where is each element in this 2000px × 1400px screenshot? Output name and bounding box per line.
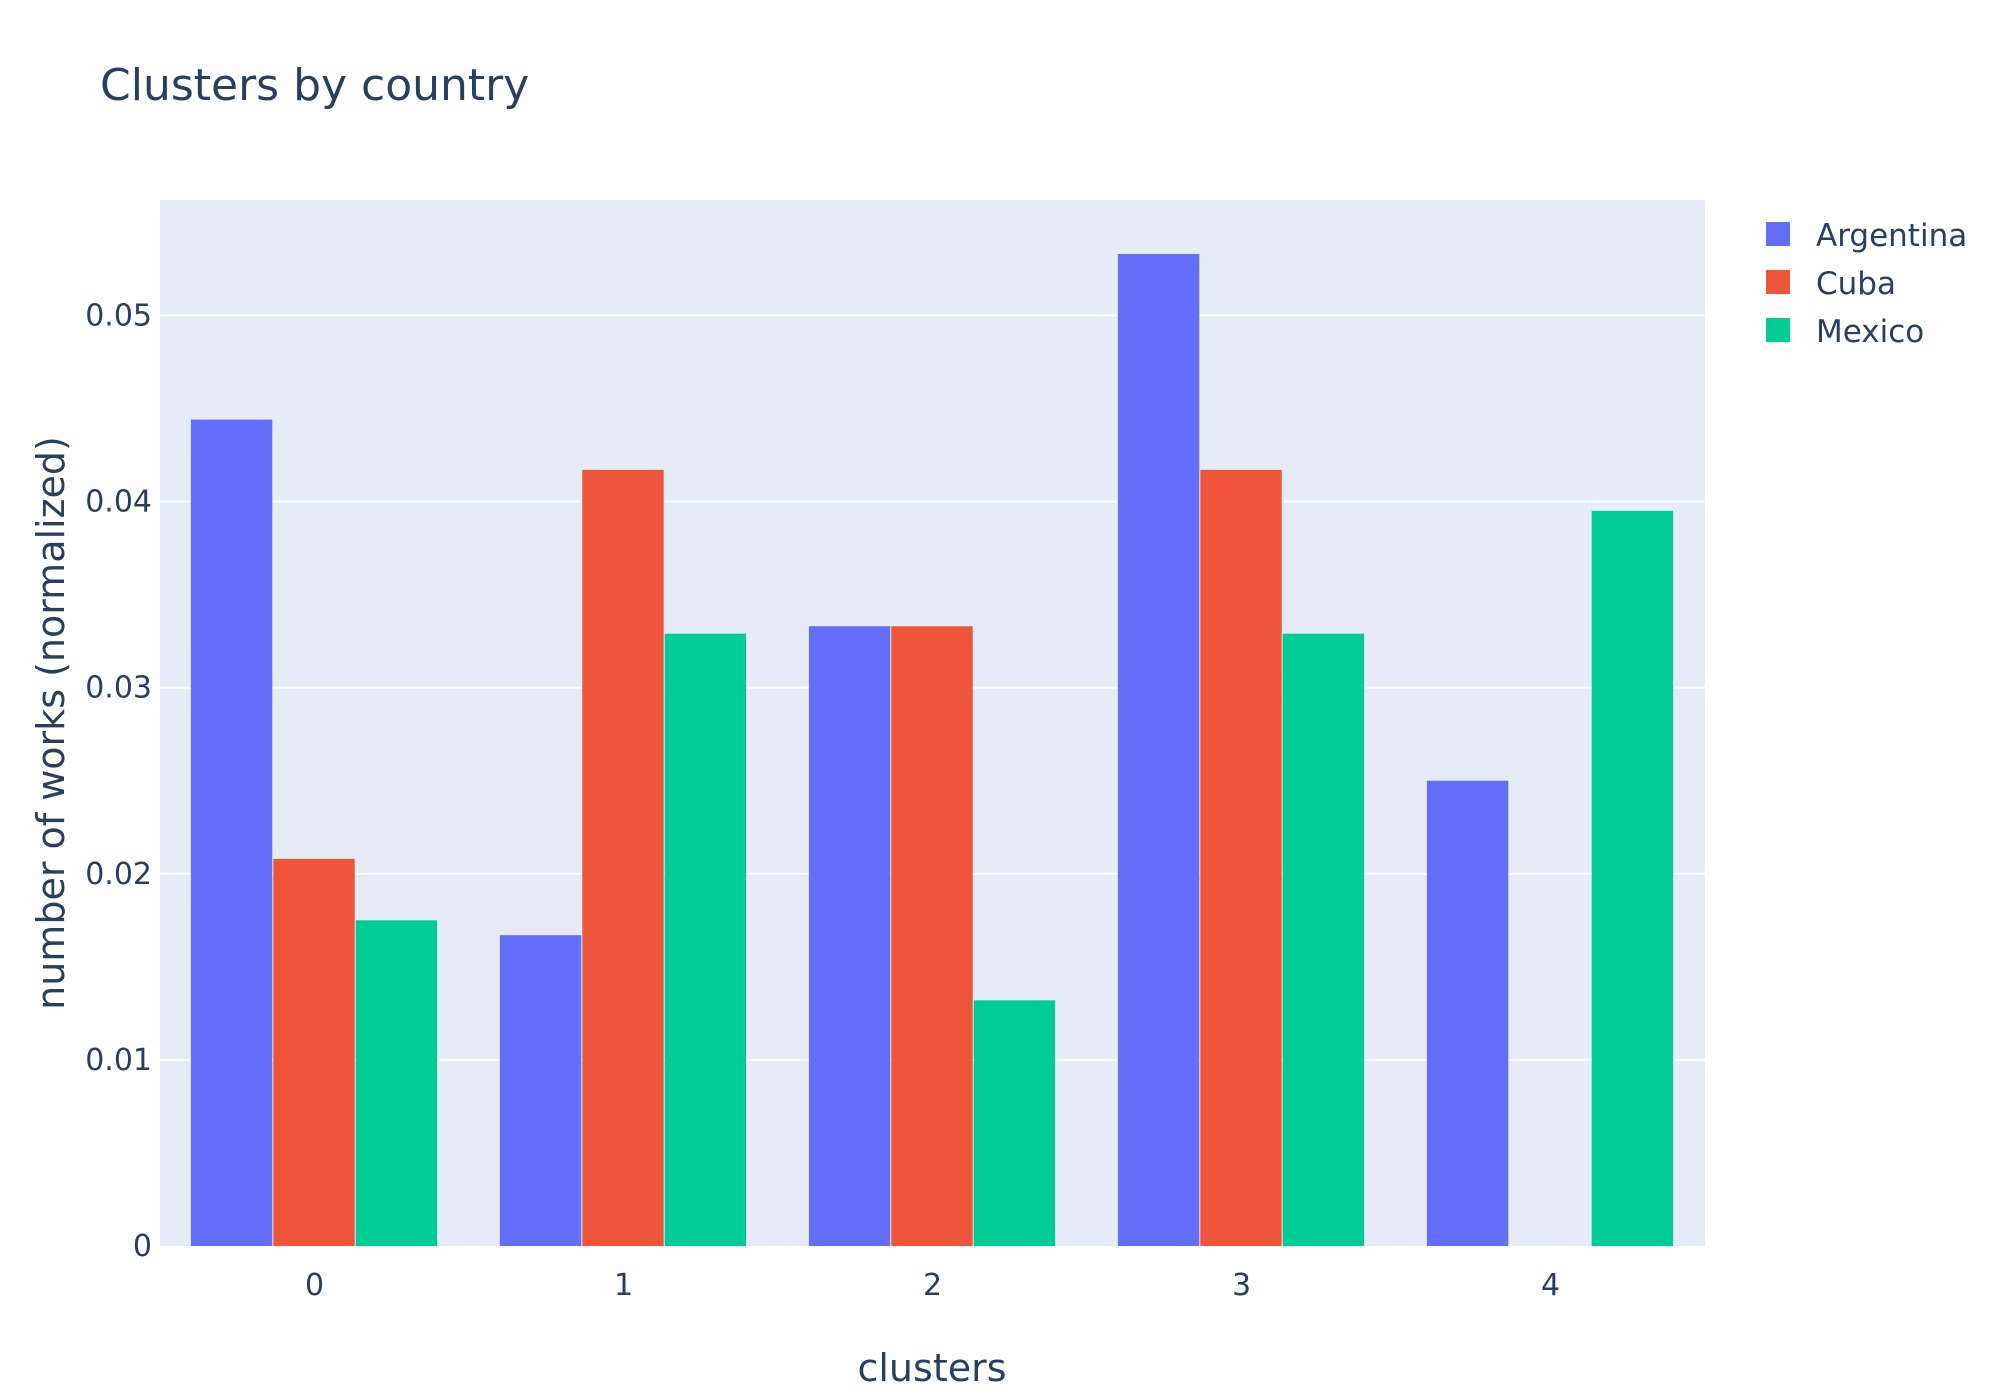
bar-mexico-cluster-1[interactable]	[664, 633, 747, 1246]
y-axis-title: number of works (normalized)	[29, 436, 73, 1010]
y-tick-label: 0.02	[85, 857, 152, 892]
bar-cuba-cluster-3[interactable]	[1200, 469, 1282, 1246]
x-axis-title: clusters	[857, 1346, 1006, 1390]
bar-argentina-cluster-3[interactable]	[1117, 253, 1200, 1246]
y-axis-ticks: 0 0.01 0.02 0.03 0.04 0.05	[85, 298, 152, 1264]
bar-mexico-cluster-3[interactable]	[1282, 633, 1365, 1246]
y-tick-label: 0.03	[85, 671, 152, 706]
bar-argentina-cluster-1[interactable]	[499, 935, 582, 1246]
legend-label-cuba[interactable]: Cuba	[1816, 266, 1896, 302]
chart-title: Clusters by country	[100, 60, 529, 111]
x-tick-label: 4	[1541, 1268, 1560, 1303]
bar-mexico-cluster-4[interactable]	[1591, 510, 1674, 1247]
bar-cuba-cluster-0[interactable]	[273, 858, 355, 1246]
bar-argentina-cluster-4[interactable]	[1426, 780, 1509, 1246]
legend-swatch-mexico[interactable]	[1766, 318, 1790, 342]
legend-label-mexico[interactable]: Mexico	[1816, 314, 1924, 350]
bar-argentina-cluster-0[interactable]	[190, 419, 273, 1246]
legend-swatch-cuba[interactable]	[1766, 270, 1790, 294]
x-axis-ticks: 0 1 2 3 4	[305, 1268, 1560, 1303]
y-tick-label: 0.05	[85, 298, 152, 333]
bars	[190, 253, 1674, 1247]
legend: Argentina Cuba Mexico	[1766, 218, 1967, 350]
legend-swatch-argentina[interactable]	[1766, 222, 1790, 246]
bar-argentina-cluster-2[interactable]	[808, 626, 891, 1246]
bar-mexico-cluster-2[interactable]	[973, 1000, 1056, 1246]
bar-mexico-cluster-0[interactable]	[355, 920, 438, 1246]
y-tick-label: 0	[133, 1229, 152, 1264]
x-tick-label: 1	[614, 1268, 633, 1303]
x-tick-label: 0	[305, 1268, 324, 1303]
y-tick-label: 0.01	[85, 1043, 152, 1078]
bar-cuba-cluster-2[interactable]	[891, 626, 973, 1246]
x-tick-label: 3	[1232, 1268, 1251, 1303]
bar-cuba-cluster-1[interactable]	[582, 469, 664, 1246]
x-tick-label: 2	[923, 1268, 942, 1303]
legend-label-argentina[interactable]: Argentina	[1816, 218, 1967, 254]
y-tick-label: 0.04	[85, 485, 152, 520]
